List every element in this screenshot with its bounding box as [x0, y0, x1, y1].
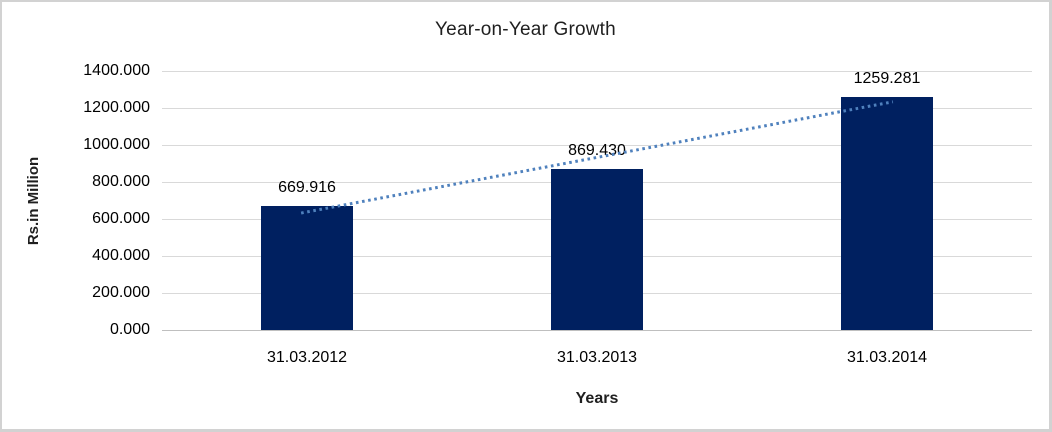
gridline [162, 71, 1032, 72]
y-tick-label: 600.000 [92, 210, 150, 227]
y-tick-label: 0.000 [109, 321, 150, 338]
y-tick-label: 1200.000 [83, 99, 150, 116]
x-axis-title: Years [575, 390, 619, 407]
y-tick-label: 800.000 [92, 173, 150, 190]
y-tick-label: 400.000 [92, 247, 150, 264]
x-axis-baseline [162, 330, 1032, 331]
y-tick-label: 1000.000 [83, 136, 150, 153]
bar [261, 206, 353, 330]
bar [551, 169, 643, 330]
y-tick-label: 1400.000 [83, 62, 150, 79]
y-tick-label: 200.000 [92, 284, 150, 301]
chart-title: Year-on-Year Growth [435, 19, 616, 40]
x-tick-label: 31.03.2014 [846, 349, 928, 366]
x-tick-label: 31.03.2013 [556, 349, 638, 366]
bar-data-label: 869.430 [568, 142, 626, 160]
x-tick-label: 31.03.2012 [266, 349, 348, 366]
bar [841, 97, 933, 330]
bar-data-label: 1259.281 [853, 70, 921, 88]
bar-data-label: 669.916 [278, 179, 336, 197]
